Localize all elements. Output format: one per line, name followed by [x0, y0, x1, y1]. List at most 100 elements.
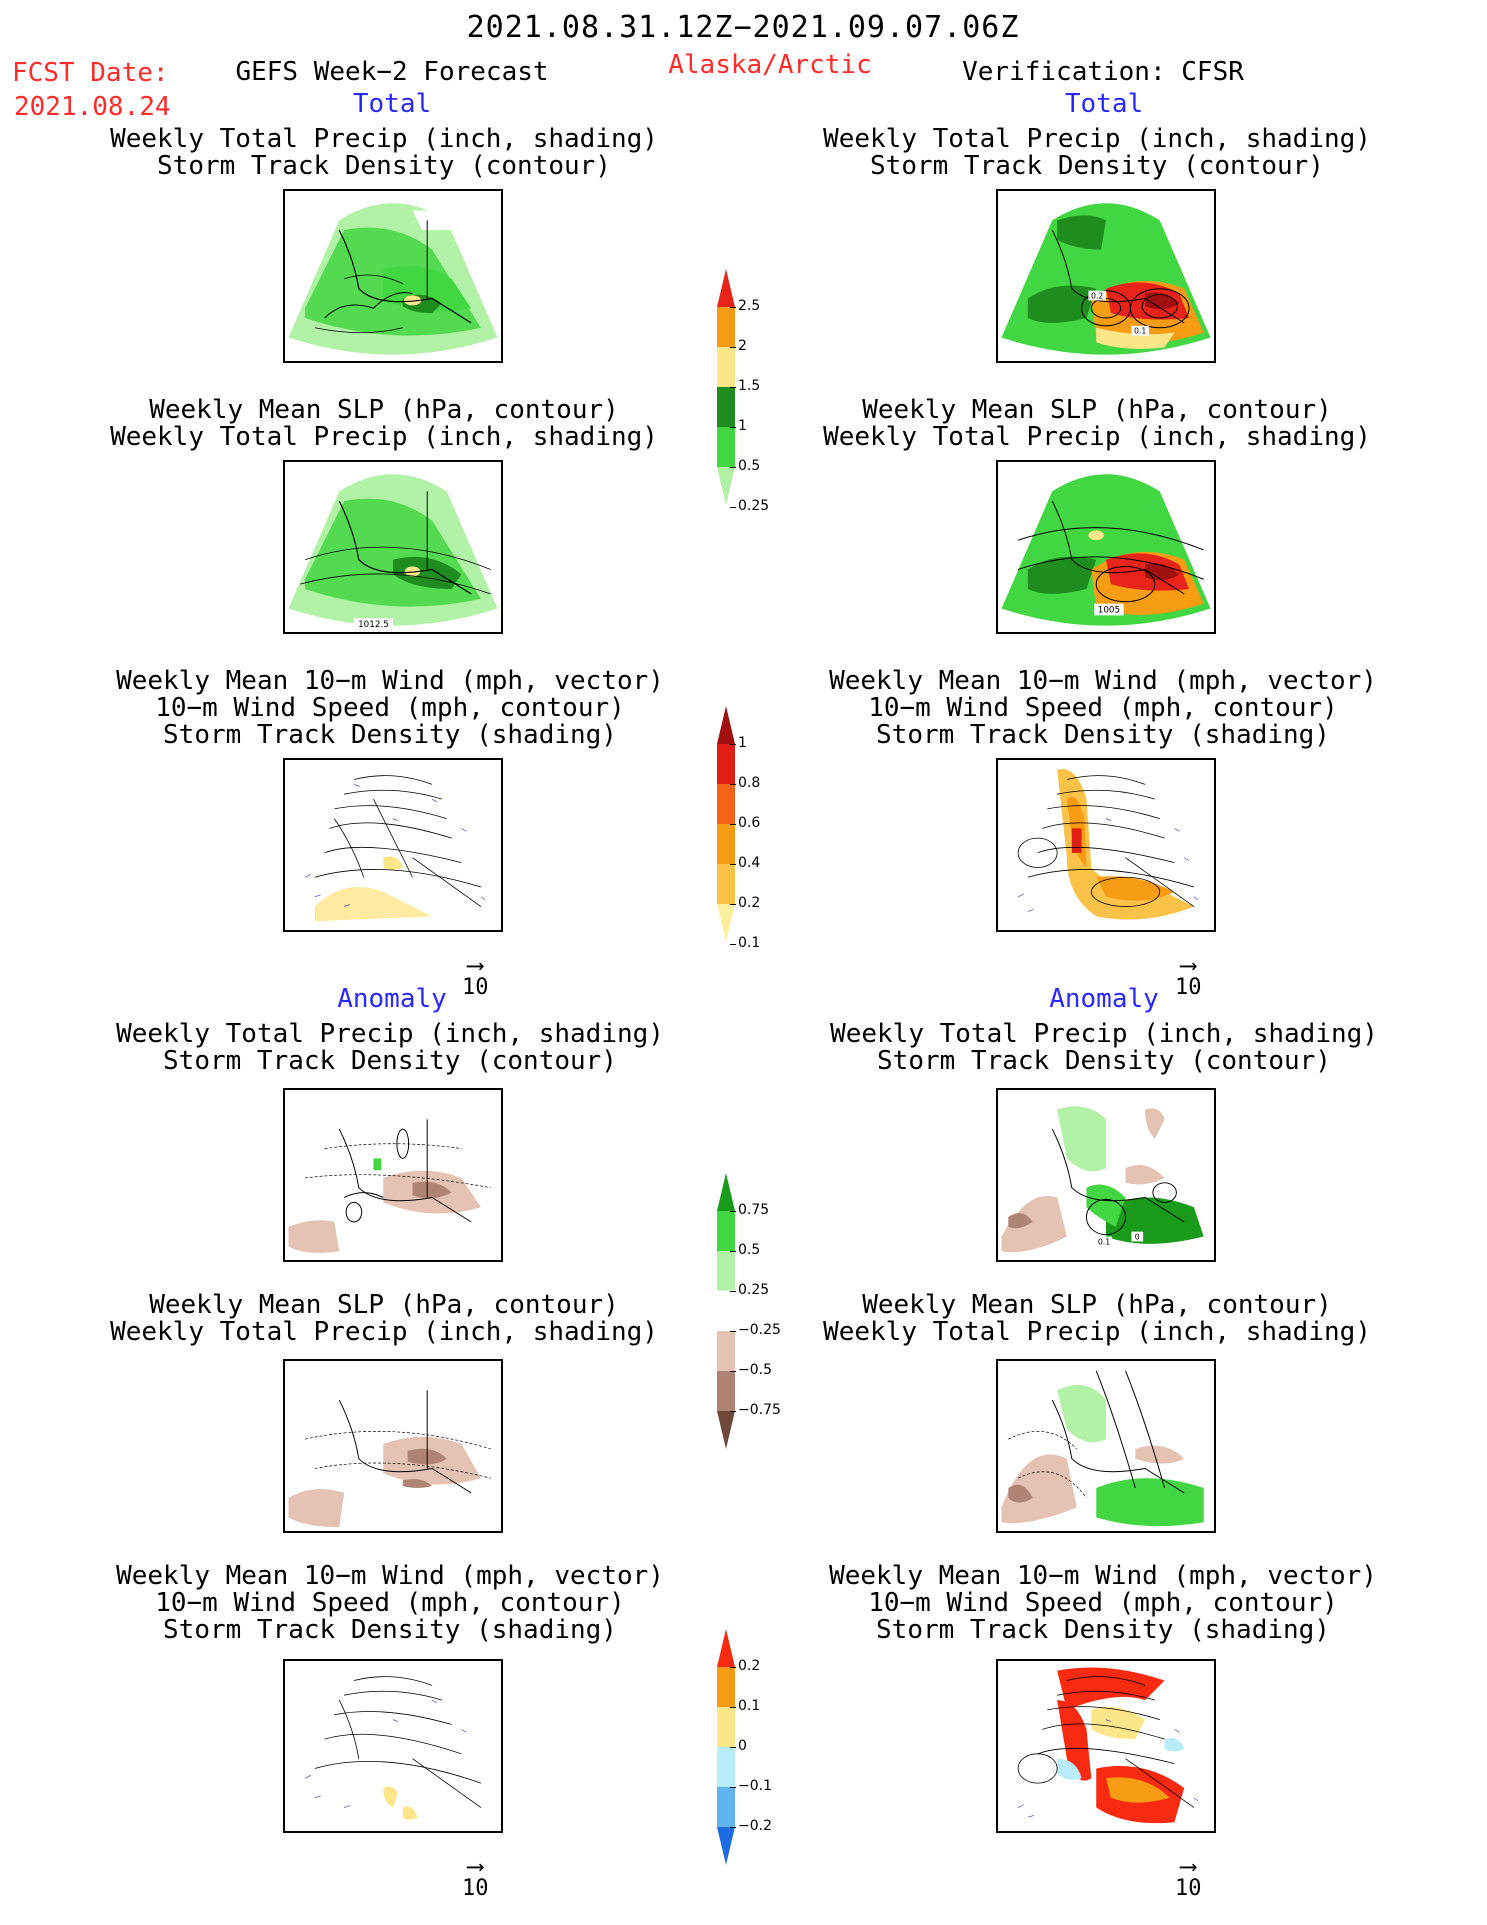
vf-track-contour-label-b: 0.1: [1134, 327, 1146, 336]
precip_anom-tick-4: [730, 1371, 736, 1372]
region-title: Alaska/Arctic: [668, 50, 872, 80]
precip_anom-swatch-5: [717, 1371, 735, 1411]
track_total-swatch-0: [717, 706, 735, 744]
ref-arrow-icon: ⟶: [468, 1852, 483, 1880]
vf-total-precip-title: Weekly Total Precip (inch, shading) Stor…: [823, 124, 1371, 181]
precip_anom-swatch-6: [717, 1411, 735, 1449]
vf-anom-vector-ref: ⟶ 10: [1175, 1852, 1202, 1901]
fc-total-precip-title: Weekly Total Precip (inch, shading) Stor…: [110, 124, 658, 181]
precip_total-colorbar-svg: [717, 269, 735, 505]
precip_total-tick-label-1: 2: [738, 338, 747, 354]
track_anom-tick-0: [730, 1667, 736, 1668]
vf-total-precip-map: 0.2 0.1: [996, 189, 1216, 363]
precip-total-colorbar: 2.5 2 1.5 1 0.5 0.25: [716, 268, 774, 514]
vf-anom-slp-map: [996, 1359, 1216, 1533]
precip_total-swatch-1: [717, 307, 735, 347]
precip_anom-tick-label-0: 0.75: [738, 1202, 770, 1218]
fc-total-wind-map: [283, 758, 503, 932]
track_total-tick-2: [730, 824, 736, 825]
track_anom-tick-label-2: 0: [738, 1738, 747, 1754]
precip_total-swatch-3: [717, 387, 735, 427]
track_anom-tick-2: [730, 1747, 736, 1748]
track_total-tick-label-5: 0.1: [738, 935, 761, 951]
track_anom-tick-label-0: 0.2: [738, 1658, 761, 1674]
fc-anom-slp-map: [283, 1359, 503, 1533]
precip_total-tick-0: [730, 307, 736, 308]
track_total-swatch-1: [717, 744, 735, 784]
vf-anom-precip-map: 0.1 0: [996, 1088, 1216, 1262]
vf-anom-precip-title: Weekly Total Precip (inch, shading) Stor…: [830, 1019, 1378, 1076]
fc-anom-wind-map-svg: [304, 1676, 482, 1820]
track_total-tick-label-1: 0.8: [738, 775, 761, 791]
track_total-tick-3: [730, 864, 736, 865]
ref-arrow-icon: ⟶: [1181, 1852, 1196, 1880]
fc-total-vector-ref: ⟶ 10: [462, 951, 489, 1000]
precip_anom-tick-0: [730, 1211, 736, 1212]
vf-anom-slp-map-svg: [1001, 1370, 1204, 1527]
ref-arrow-icon: ⟶: [468, 951, 483, 979]
track_anom-tick-3: [730, 1787, 736, 1788]
vf-total-wind-title: Weekly Mean 10−m Wind (mph, vector) 10−m…: [829, 666, 1377, 750]
fc-anom-precip-map: [283, 1088, 503, 1262]
fc-total-slp-title: Weekly Mean SLP (hPa, contour) Weekly To…: [110, 395, 658, 452]
track_total-swatch-2: [717, 784, 735, 824]
vf-anom-slp-title: Weekly Mean SLP (hPa, contour) Weekly To…: [823, 1290, 1371, 1347]
precip_total-tick-label-0: 2.5: [738, 298, 761, 314]
precip_total-swatch-2: [717, 347, 735, 387]
precip_anom-tick-label-4: −0.5: [738, 1362, 772, 1378]
fc-anom-slp-map-svg: [288, 1390, 491, 1528]
track_anom-tick-4: [730, 1827, 736, 1828]
vf-anom-precip-map-svg: 0.1 0: [1001, 1106, 1204, 1253]
precip_anom-colorbar-svg: [716, 1173, 736, 1449]
track_total-tick-5: [730, 944, 736, 945]
track_total-tick-label-2: 0.6: [738, 815, 761, 831]
precip_anom-swatch-1: [717, 1211, 735, 1251]
vf-total-vector-ref: ⟶ 10: [1175, 951, 1202, 1000]
forecast-anomaly-label: Anomaly: [337, 984, 447, 1014]
precip_anom-tick-label-2: 0.25: [738, 1282, 770, 1298]
vf-anom-wind-map: [996, 1659, 1216, 1833]
track_total-tick-1: [730, 784, 736, 785]
track_total-tick-label-3: 0.4: [738, 855, 761, 871]
vf-slp-contour-label: 1005: [1098, 605, 1120, 615]
fc-total-precip-map: [283, 189, 503, 363]
fc-total-slp-map-svg: 1012.5: [288, 474, 498, 630]
track_total-swatch-4: [717, 864, 735, 904]
vf-total-slp-title: Weekly Mean SLP (hPa, contour) Weekly To…: [823, 395, 1371, 452]
track_total-tick-label-0: 1: [738, 735, 747, 751]
fc-anom-precip-map-svg: [288, 1119, 491, 1253]
track_total-tick-label-4: 0.2: [738, 895, 761, 911]
fcst-date-label: FCST Date:: [12, 58, 169, 88]
track_anom-swatch-2: [717, 1707, 735, 1747]
vf-total-precip-map-svg: 0.2 0.1: [1001, 203, 1211, 355]
precip_anom-swatch-4: [717, 1331, 735, 1371]
precip_anom-tick-label-3: −0.25: [738, 1322, 781, 1338]
precip_total-tick-label-5: 0.25: [738, 498, 770, 514]
track_total-colorbar-svg: [717, 706, 735, 942]
precip_anom-swatch-3: [716, 1290, 736, 1332]
fc-total-wind-map-svg: [304, 775, 486, 922]
verification-title: Verification: CFSR: [962, 57, 1244, 87]
track-total-colorbar: 1 0.8 0.6 0.4 0.2 0.1: [716, 705, 774, 951]
precip_anom-tick-5: [730, 1411, 736, 1412]
precip_total-tick-4: [730, 467, 736, 468]
precip_anom-tick-2: [730, 1291, 736, 1292]
fcst-date-value: 2021.08.24: [14, 92, 171, 122]
precip_total-tick-5: [730, 507, 736, 508]
precip_anom-tick-label-5: −0.75: [738, 1402, 781, 1418]
fc-anom-wind-map: [283, 1659, 503, 1833]
track_total-swatch-3: [717, 824, 735, 864]
fc-slp-contour-label: 1012.5: [358, 620, 389, 630]
track_anom-swatch-3: [717, 1747, 735, 1787]
vf-total-slp-map: 1005: [996, 460, 1216, 634]
fc-total-precip-map-svg: [288, 203, 498, 355]
vf-anom-wind-title: Weekly Mean 10−m Wind (mph, vector) 10−m…: [829, 1561, 1377, 1645]
precip_total-swatch-0: [717, 269, 735, 307]
track_anom-swatch-5: [717, 1827, 735, 1865]
precip_anom-swatch-0: [717, 1173, 735, 1211]
vf-anom-contour-label-b: 0: [1135, 1232, 1140, 1241]
vf-track-contour-label-a: 0.2: [1091, 291, 1103, 300]
track_anom-swatch-1: [717, 1667, 735, 1707]
vf-anom-wind-map-svg: [1017, 1667, 1199, 1824]
vf-total-wind-map-svg: [1017, 769, 1199, 920]
